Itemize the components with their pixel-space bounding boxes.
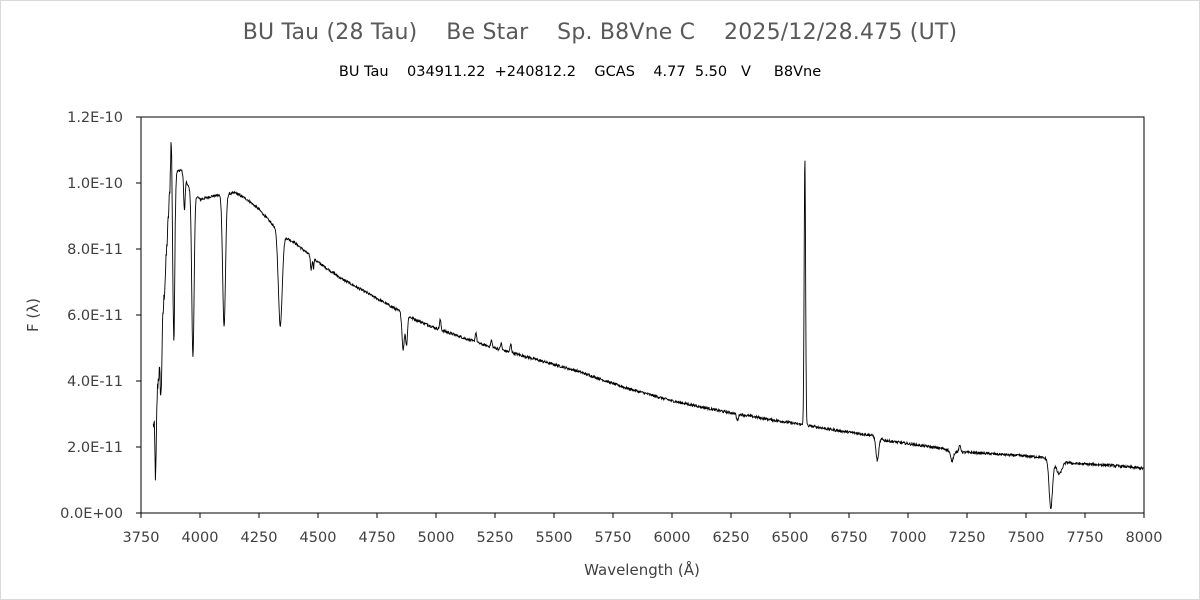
y-axis-title: F (λ) <box>24 298 42 332</box>
x-tick-label: 3750 <box>123 530 160 546</box>
y-tick-label: 8.0E-11 <box>67 242 123 258</box>
spectrum-line <box>152 142 1144 510</box>
y-axis: 0.0E+00 2.0E-11 4.0E-11 6.0E-11 8.0E-11 1.0E-… <box>60 110 141 522</box>
x-tick-label: 7000 <box>890 530 927 546</box>
x-tick-label: 6250 <box>713 530 750 546</box>
y-tick-label: 6.0E-11 <box>67 308 123 324</box>
x-tick-label: 7500 <box>1008 530 1045 546</box>
x-tick-label: 4250 <box>241 530 278 546</box>
chart-subtitle: BU Tau 034911.22 +240812.2 GCAS 4.77 5.5… <box>338 64 822 80</box>
y-tick-label: 1.0E-10 <box>67 176 123 192</box>
x-tick-label: 4000 <box>182 530 219 546</box>
x-tick-label: 5000 <box>418 530 455 546</box>
x-tick-label: 4750 <box>359 530 396 546</box>
y-tick-label: 1.2E-10 <box>67 110 123 126</box>
x-tick-label: 6000 <box>654 530 691 546</box>
x-tick-label: 5500 <box>536 530 573 546</box>
x-tick-label: 5250 <box>477 530 514 546</box>
x-axis-title: Wavelength (Å) <box>584 560 700 579</box>
x-tick-label: 7250 <box>949 530 986 546</box>
x-tick-label: 7750 <box>1067 530 1104 546</box>
x-tick-label: 4500 <box>300 530 337 546</box>
chart-title: BU Tau (28 Tau) Be Star Sp. B8Vne C 2025… <box>242 20 958 45</box>
y-tick-label: 2.0E-11 <box>67 440 123 456</box>
x-tick-label: 6500 <box>772 530 809 546</box>
x-tick-label: 5750 <box>595 530 632 546</box>
x-tick-label: 8000 <box>1126 530 1163 546</box>
x-axis: 3750 4000 4250 4500 4750 5000 5250 5500 5750 6000… <box>123 513 1163 546</box>
y-tick-label: 0.0E+00 <box>60 506 123 522</box>
y-tick-label: 4.0E-11 <box>67 374 123 390</box>
x-tick-label: 6750 <box>831 530 868 546</box>
